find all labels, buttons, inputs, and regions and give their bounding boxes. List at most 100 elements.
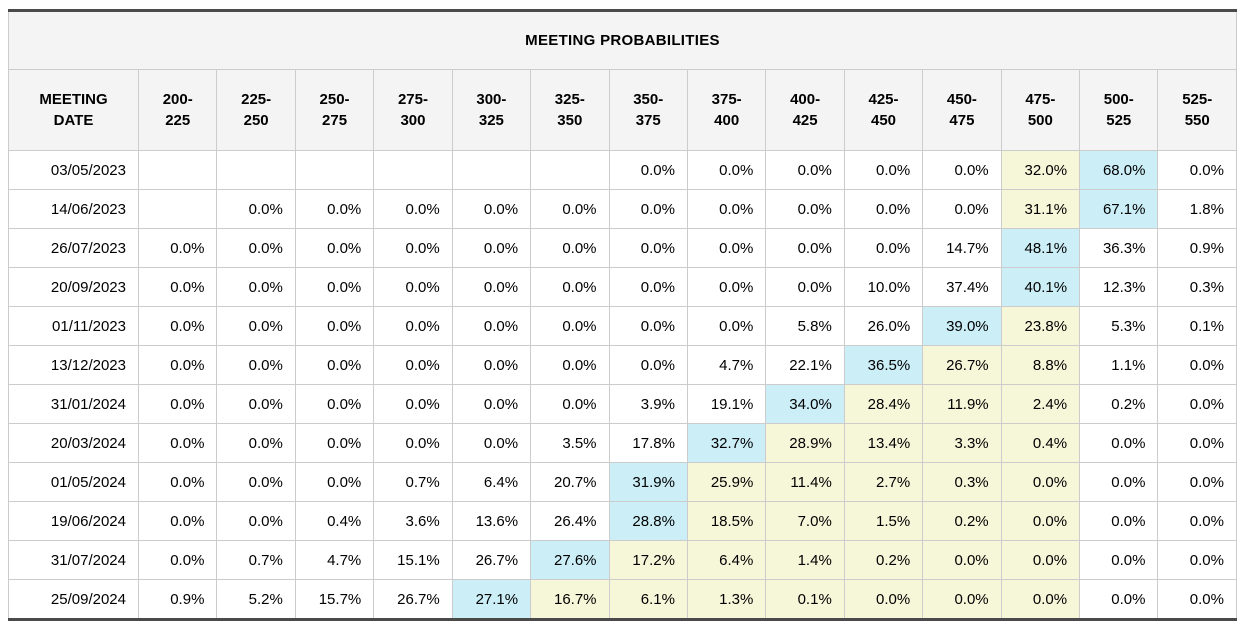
probability-cell: 68.0% xyxy=(1079,150,1159,190)
probability-cell: 37.4% xyxy=(922,267,1002,307)
probability-cell: 0.0% xyxy=(373,384,453,424)
probability-cell: 32.7% xyxy=(686,423,767,463)
table-title-row: MEETING PROBABILITIES xyxy=(8,10,1237,70)
probability-cell: 36.5% xyxy=(843,345,924,385)
probability-cell: 26.0% xyxy=(843,306,924,346)
probability-cell: 0.0% xyxy=(1157,345,1237,385)
meeting-date-cell: 25/09/2024 xyxy=(8,579,139,620)
probability-cell: 11.4% xyxy=(765,462,845,502)
probability-cell xyxy=(216,150,296,190)
probability-cell: 0.0% xyxy=(216,189,296,229)
probability-cell: 15.1% xyxy=(373,540,453,580)
meeting-date-cell: 01/05/2024 xyxy=(8,462,139,502)
probability-cell: 0.3% xyxy=(1157,267,1237,307)
probability-cell: 17.2% xyxy=(608,540,688,580)
probability-cell: 28.4% xyxy=(843,384,924,424)
probability-cell: 0.0% xyxy=(608,267,688,307)
probability-cell: 26.7% xyxy=(373,579,453,620)
probability-cell: 0.0% xyxy=(137,267,218,307)
probability-cell: 28.9% xyxy=(765,423,845,463)
probability-cell: 0.0% xyxy=(137,228,218,268)
probability-cell: 17.8% xyxy=(608,423,688,463)
probability-cell: 5.3% xyxy=(1079,306,1159,346)
probability-cell: 0.0% xyxy=(922,189,1002,229)
probability-cell: 32.0% xyxy=(1000,150,1081,190)
probability-cell: 0.0% xyxy=(530,345,610,385)
probability-cell: 3.6% xyxy=(373,501,453,541)
probability-cell: 0.0% xyxy=(843,150,924,190)
probability-cell: 1.5% xyxy=(843,501,924,541)
probability-cell: 0.0% xyxy=(451,306,532,346)
probability-cell: 4.7% xyxy=(294,540,375,580)
column-header-350-375: 350- 375 xyxy=(608,69,688,151)
probability-cell: 0.0% xyxy=(137,501,218,541)
probability-cell: 3.9% xyxy=(608,384,688,424)
table-row: 25/09/2024 0.9% 5.2% 15.7% 26.7% 27.1% 16.7% 6.… xyxy=(8,579,1237,620)
probability-cell: 6.4% xyxy=(686,540,767,580)
probability-cell: 0.0% xyxy=(451,423,532,463)
probability-cell: 0.3% xyxy=(922,462,1002,502)
probability-cell: 0.0% xyxy=(608,189,688,229)
probability-cell: 0.2% xyxy=(843,540,924,580)
probability-cell: 0.0% xyxy=(216,384,296,424)
column-header-475-500: 475- 500 xyxy=(1000,69,1081,151)
column-header-300-325: 300- 325 xyxy=(451,69,532,151)
column-header-450-475: 450- 475 xyxy=(922,69,1002,151)
probability-cell: 26.4% xyxy=(530,501,610,541)
meeting-date-cell: 01/11/2023 xyxy=(8,306,139,346)
meeting-date-header: MEETING DATE xyxy=(8,69,139,151)
probability-cell: 0.0% xyxy=(608,228,688,268)
probability-cell: 0.0% xyxy=(451,384,532,424)
probability-cell: 0.0% xyxy=(294,345,375,385)
probability-cell: 0.0% xyxy=(216,423,296,463)
probability-cell: 0.0% xyxy=(1157,384,1237,424)
probability-cell: 0.0% xyxy=(216,345,296,385)
probability-cell: 4.7% xyxy=(686,345,767,385)
probability-cell: 0.0% xyxy=(686,189,767,229)
probability-cell: 39.0% xyxy=(922,306,1002,346)
probability-cell: 0.0% xyxy=(843,228,924,268)
probability-cell: 0.7% xyxy=(373,462,453,502)
probability-cell: 31.1% xyxy=(1000,189,1081,229)
probability-cell: 13.6% xyxy=(451,501,532,541)
table-title: MEETING PROBABILITIES xyxy=(8,10,1237,70)
probability-cell: 0.0% xyxy=(1157,150,1237,190)
column-header-375-400: 375- 400 xyxy=(686,69,767,151)
probability-cell: 0.0% xyxy=(686,306,767,346)
probability-cell xyxy=(137,150,218,190)
probability-cell: 13.4% xyxy=(843,423,924,463)
probability-cell: 0.0% xyxy=(373,228,453,268)
meeting-probabilities-table: MEETING PROBABILITIES MEETING DATE 200- 22… xyxy=(8,9,1237,621)
meeting-date-cell: 20/09/2023 xyxy=(8,267,139,307)
probability-cell: 40.1% xyxy=(1000,267,1081,307)
probability-cell: 0.0% xyxy=(216,228,296,268)
probability-cell: 0.0% xyxy=(1157,423,1237,463)
probability-cell: 0.0% xyxy=(686,267,767,307)
probability-cell: 0.0% xyxy=(1079,579,1159,620)
probability-cell: 10.0% xyxy=(843,267,924,307)
probability-cell: 28.8% xyxy=(608,501,688,541)
probability-cell: 0.0% xyxy=(530,228,610,268)
probability-cell: 0.0% xyxy=(765,267,845,307)
probability-cell: 20.7% xyxy=(530,462,610,502)
probability-cell: 0.0% xyxy=(137,423,218,463)
column-header-row: MEETING DATE 200- 225 225- 250 250- 275 275- 300… xyxy=(8,69,1237,151)
meeting-date-cell: 26/07/2023 xyxy=(8,228,139,268)
probability-cell: 19.1% xyxy=(686,384,767,424)
table-row: 01/11/2023 0.0% 0.0% 0.0% 0.0% 0.0% 0.0% 0.0% 0.… xyxy=(8,306,1237,346)
probability-cell: 0.1% xyxy=(1157,306,1237,346)
probability-cell: 0.0% xyxy=(530,189,610,229)
probability-cell: 0.0% xyxy=(451,228,532,268)
probability-cell: 0.0% xyxy=(137,345,218,385)
column-header-200-225: 200- 225 xyxy=(137,69,218,151)
probability-cell: 0.0% xyxy=(373,189,453,229)
probability-cell: 48.1% xyxy=(1000,228,1081,268)
probability-cell: 0.0% xyxy=(373,423,453,463)
probability-cell: 1.8% xyxy=(1157,189,1237,229)
probability-cell: 0.9% xyxy=(137,579,218,620)
column-header-225-250: 225- 250 xyxy=(216,69,296,151)
probability-cell: 0.0% xyxy=(1079,540,1159,580)
probability-cell: 0.0% xyxy=(294,306,375,346)
probability-cell: 0.0% xyxy=(294,462,375,502)
column-header-525-550: 525- 550 xyxy=(1157,69,1237,151)
